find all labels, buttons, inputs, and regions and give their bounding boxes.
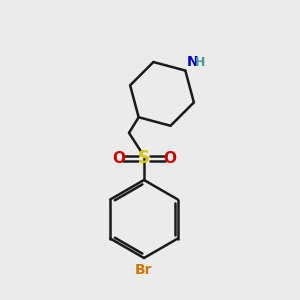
Text: O: O bbox=[163, 151, 176, 166]
Text: Br: Br bbox=[135, 263, 153, 278]
Text: H: H bbox=[195, 56, 205, 69]
Text: S: S bbox=[138, 149, 150, 167]
Text: O: O bbox=[112, 151, 125, 166]
Text: N: N bbox=[187, 55, 199, 69]
